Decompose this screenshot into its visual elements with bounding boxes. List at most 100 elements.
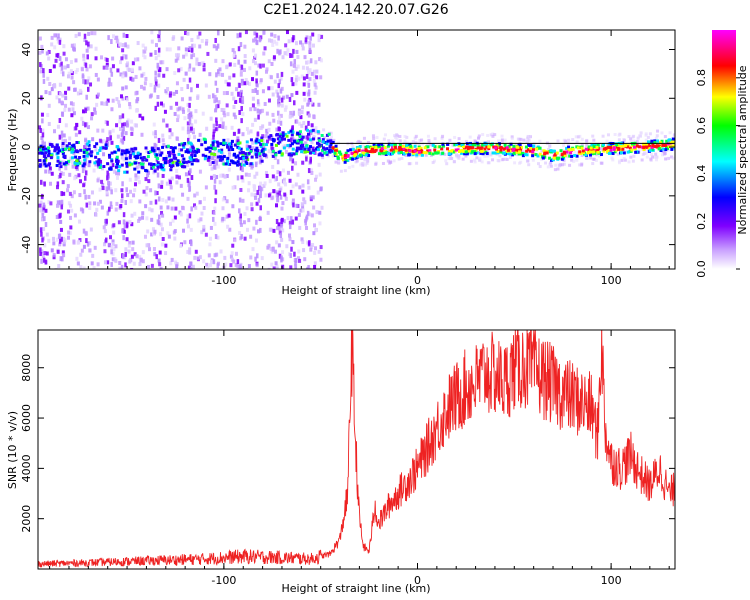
spectrogram-cell [385,151,389,155]
spectrogram-cell [94,212,98,217]
spectrogram-cell [522,138,526,142]
spectrogram-cell [71,164,75,169]
spectrogram-cell [101,146,105,150]
spectrogram-cell [312,115,316,120]
spectrogram-cell [66,209,70,214]
spectrogram-cell [47,56,51,61]
spectrogram-cell [71,144,75,148]
spectrogram-cell [53,33,57,38]
spectrogram-cell [70,43,74,48]
spectrogram-cell [141,259,145,264]
spectrogram-cell [238,231,242,236]
spectrogram-cell [102,139,106,144]
spectrogram-cell [83,189,86,195]
spectrogram-cell [47,121,51,126]
spectrogram-cell [133,188,137,193]
spectrogram-cell [306,128,310,132]
spectrogram-cell [72,190,76,195]
spectrogram-cell [515,148,519,152]
spectrogram-cell [298,121,302,126]
spectrogram-cell [154,79,158,84]
spectrogram-cell [327,149,331,153]
spectrogram-cell [213,206,217,211]
spectrogram-cell [295,75,299,80]
spectrogram-cell [617,133,621,137]
spectrogram-cell [587,145,591,149]
spectrogram-cell [236,160,240,164]
spectrogram-cell [622,151,626,155]
spectrogram-cell [101,128,105,133]
spectrogram-cell [363,158,367,162]
spectrogram-cell [306,111,310,116]
spectrogram-cell [163,109,167,114]
spectrogram-cell [313,82,317,87]
spectrogram-cell [289,253,293,259]
spectrogram-cell [351,157,355,161]
spectrogram-cell [256,89,259,95]
spectrogram-cell [114,207,118,212]
spectrogram-cell [486,154,490,158]
spectrogram-cell [594,150,598,154]
spectrogram-cell [67,201,71,206]
spectrogram-cell [332,138,336,142]
spectrogram-cell [428,151,432,155]
spectrogram-cell [308,77,312,82]
spectrogram-cell [362,147,366,151]
spectrogram-cell [156,165,160,169]
spectrogram-cell [313,73,317,78]
spectrogram-cell [107,180,111,185]
spectrogram-cell [189,128,193,133]
spectrogram-cell [291,158,295,164]
spectrogram-cell [562,162,566,166]
spectrogram-cell [123,149,127,153]
spectrogram-cell [265,111,269,116]
spectrogram-cell [175,101,179,106]
spectrogram-cell [332,149,336,153]
spectrogram-cell [162,157,166,161]
spectrogram-cell [489,133,493,137]
spectrogram-cell [339,169,343,173]
spectrogram-cell [236,33,239,39]
spectrogram-cell [455,142,459,146]
spectrogram-cell [284,149,288,154]
spectrogram-cell [115,157,119,161]
spectrogram-cell [360,156,364,160]
spectrogram-cell [512,147,516,151]
spectrogram-cell [295,119,299,124]
spectrogram-cell [592,144,596,148]
spectrogram-cell [193,255,197,260]
spectrogram-cell [198,255,202,260]
spectrogram-cell [82,78,85,84]
spectrogram-cell [200,230,204,235]
spectrogram-cell [278,190,281,196]
spectrogram-cell [224,262,228,267]
spectrogram-cell [109,235,113,240]
spectrogram-cell [468,142,472,146]
spectrogram-cell [284,196,288,201]
spectrogram-cell [260,139,264,143]
spectrogram-cell [93,201,97,206]
spectrogram-cell [91,253,95,258]
spectrogram-cell [358,153,362,157]
spectrogram-cell [328,145,332,149]
spectrogram-cell [571,147,575,151]
spectrogram-cell [320,205,324,210]
spectrogram-cell [137,180,141,185]
spectrogram-cell [592,150,596,154]
spectrogram-cell [596,144,600,148]
spectrogram-cell [138,66,142,71]
spectrogram-cell [147,243,151,248]
spectrogram-cell [160,180,164,185]
spectrogram-cell [366,159,370,163]
spectrogram-cell [593,151,597,155]
spectrogram-cell [70,75,74,80]
spectrogram-cell [178,147,182,152]
spectrogram-cell [62,148,66,152]
spectrogram-cell [190,162,194,166]
spectrogram-cell [133,167,137,171]
spectrogram-cell [173,215,177,220]
spectrogram-cell [558,164,562,168]
spectrogram-cell [283,132,287,136]
spectrogram-cell [622,157,626,161]
spectrogram-cell [39,179,43,185]
